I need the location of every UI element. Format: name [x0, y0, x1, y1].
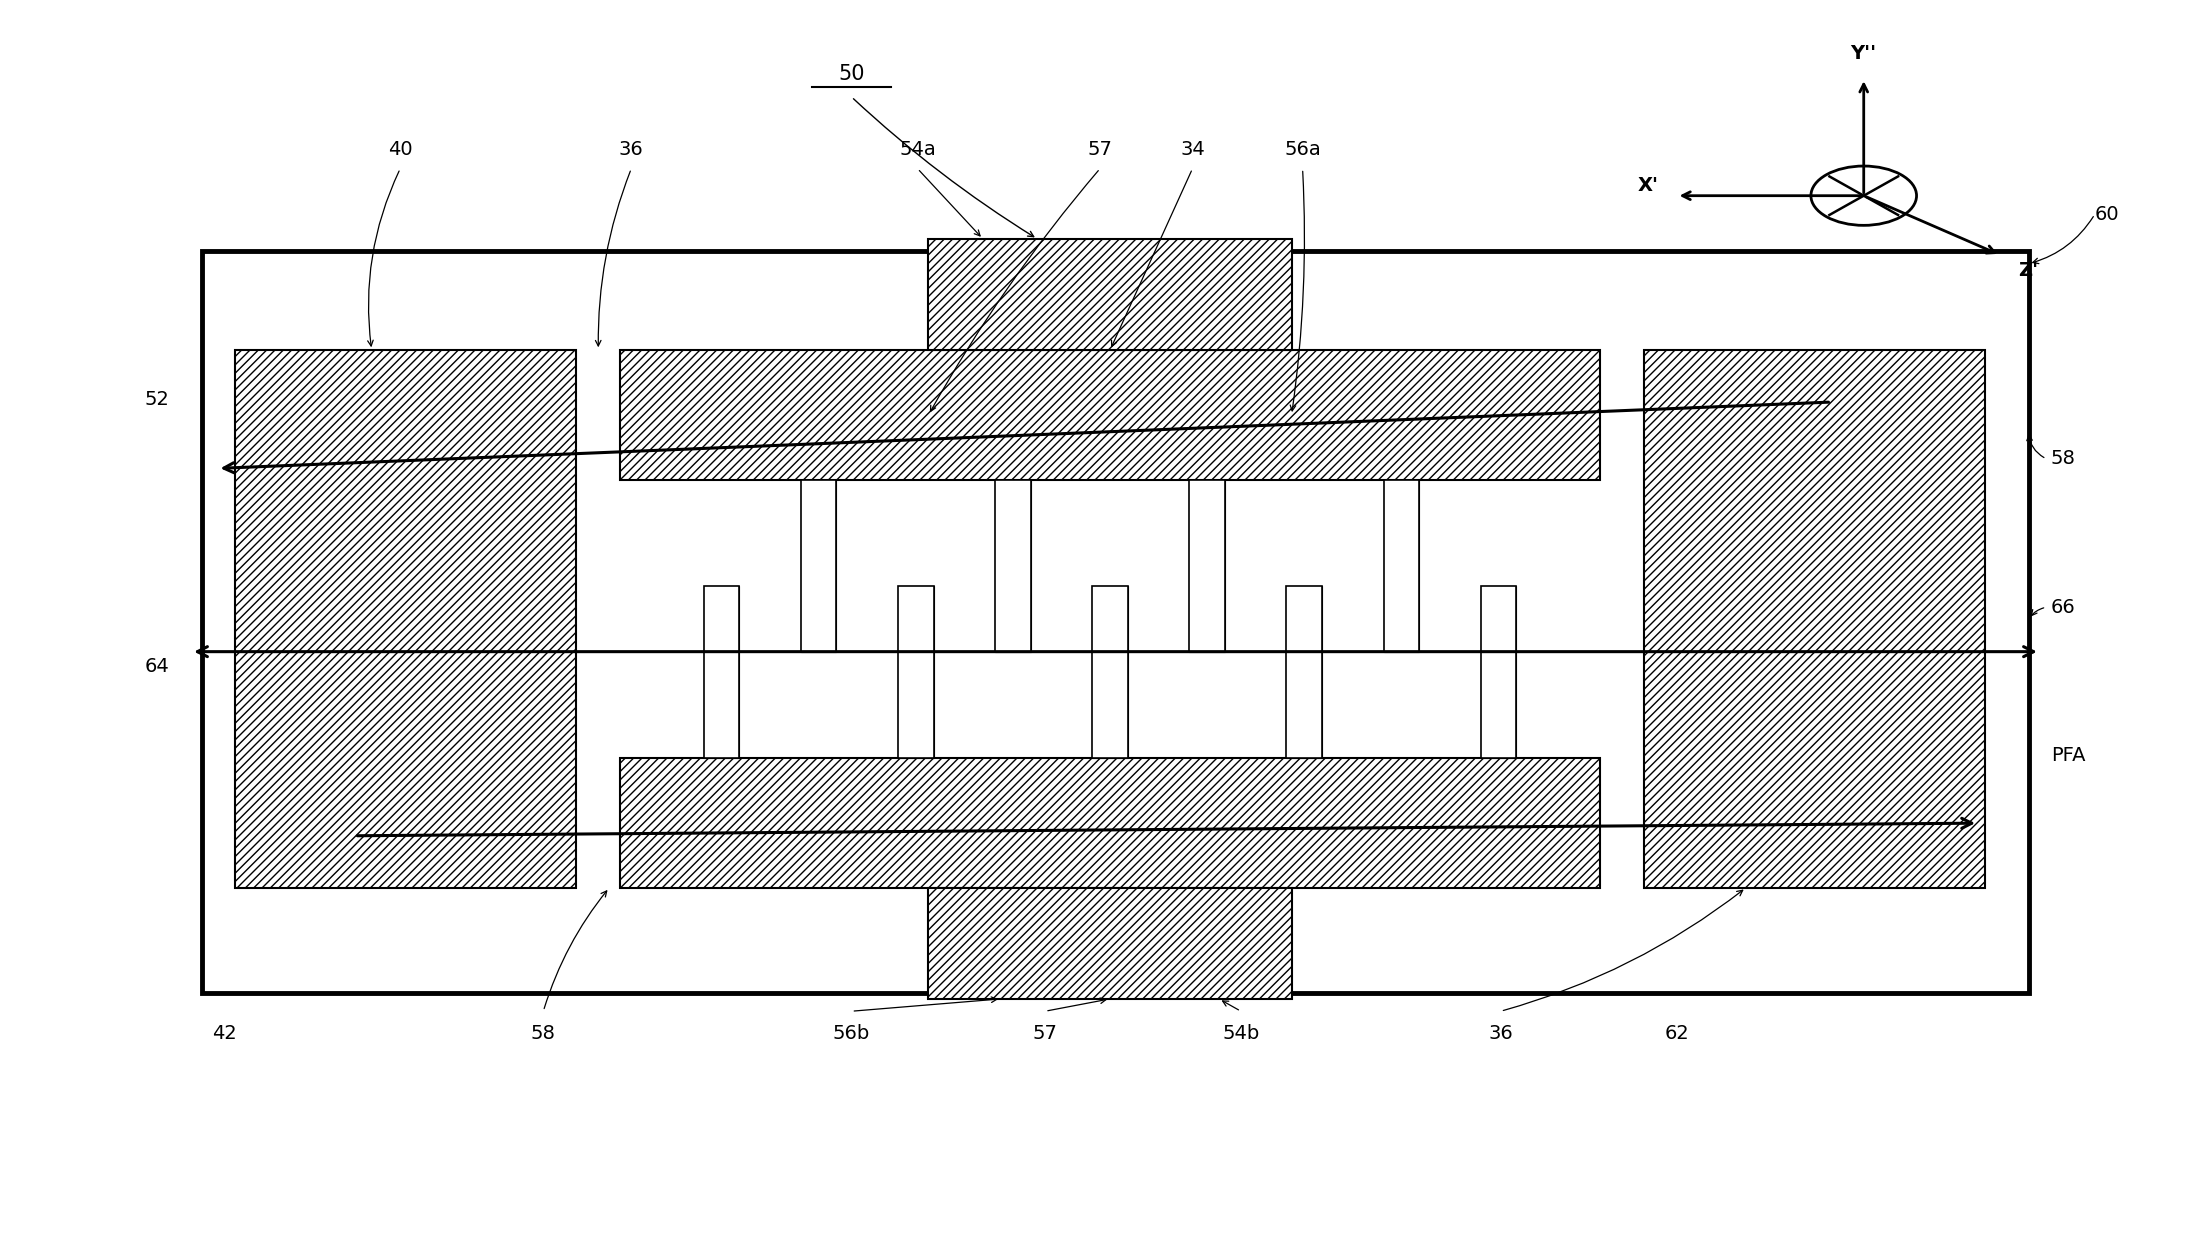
Bar	[1480, 586, 1515, 758]
Text: X': X'	[1639, 177, 1659, 195]
Bar	[705, 586, 740, 758]
Bar	[621, 758, 1599, 888]
Bar	[996, 480, 1032, 652]
Bar	[802, 480, 837, 652]
Bar	[1093, 586, 1127, 758]
Text: 36: 36	[1489, 1024, 1513, 1042]
Bar	[1383, 480, 1418, 652]
Text: 64: 64	[144, 657, 170, 675]
Text: 42: 42	[212, 1024, 236, 1042]
Text: 57: 57	[1032, 1024, 1058, 1042]
Text: 56a: 56a	[1283, 139, 1321, 159]
Bar	[1286, 586, 1321, 758]
Text: 66: 66	[2050, 597, 2076, 617]
Text: 58: 58	[2050, 449, 2076, 469]
Text: 60: 60	[2094, 205, 2118, 224]
Bar	[1093, 586, 1127, 758]
Text: 34: 34	[1180, 139, 1204, 159]
Bar	[899, 586, 934, 758]
Bar	[928, 888, 1292, 999]
Text: 56b: 56b	[833, 1024, 870, 1042]
Bar	[1188, 480, 1224, 652]
Bar	[203, 251, 2028, 993]
Text: Z': Z'	[2017, 261, 2039, 280]
Bar	[928, 239, 1292, 350]
Text: 40: 40	[389, 139, 413, 159]
Bar	[1643, 350, 1984, 888]
Text: 54a: 54a	[899, 139, 937, 159]
Text: 36: 36	[619, 139, 643, 159]
Bar	[621, 350, 1599, 480]
Bar	[1188, 480, 1224, 652]
Text: 52: 52	[144, 391, 170, 409]
Bar	[1383, 480, 1418, 652]
Bar	[996, 480, 1032, 652]
Text: 50: 50	[837, 65, 864, 85]
Bar	[705, 586, 740, 758]
Bar	[234, 350, 577, 888]
Bar	[899, 586, 934, 758]
Text: 57: 57	[1087, 139, 1113, 159]
Bar	[1286, 586, 1321, 758]
Bar	[802, 480, 837, 652]
Text: 62: 62	[1663, 1024, 1690, 1042]
Text: 54b: 54b	[1222, 1024, 1259, 1042]
Text: Y'': Y''	[1851, 45, 1878, 63]
Text: 58: 58	[530, 1024, 557, 1042]
Bar	[1480, 586, 1515, 758]
Text: PFA: PFA	[2050, 746, 2085, 765]
